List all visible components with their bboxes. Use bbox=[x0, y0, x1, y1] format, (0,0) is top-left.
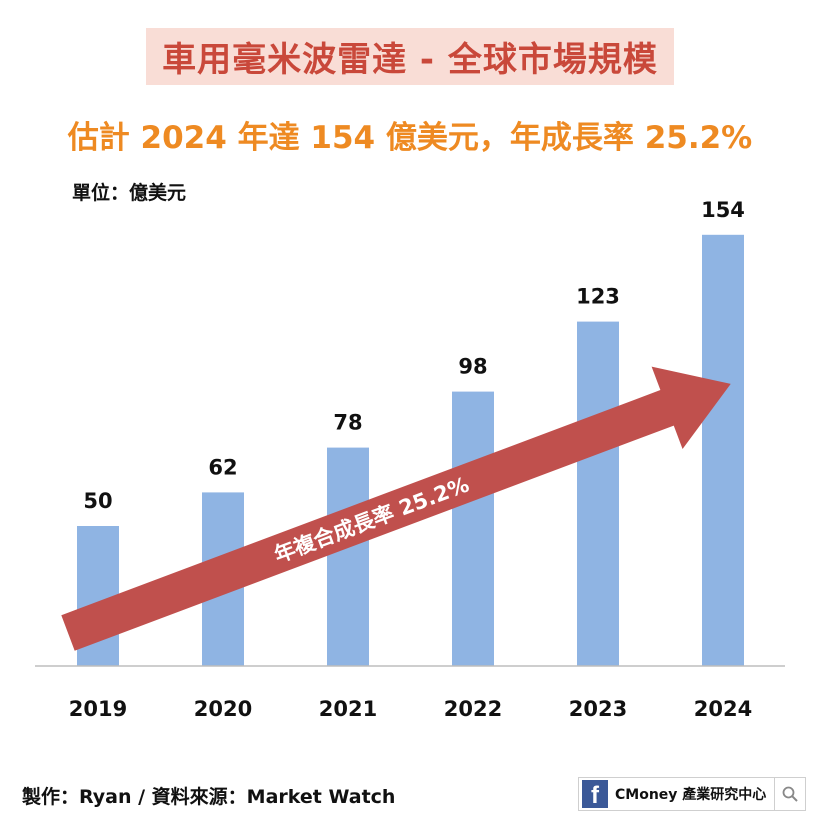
growth-annotation: 年複合成長率 25.2% bbox=[271, 472, 472, 567]
chart-subtitle: 估計 2024 年達 154 億美元，年成長率 25.2% bbox=[67, 120, 753, 156]
x-tick-label-2020: 2020 bbox=[194, 697, 252, 721]
x-tick-label-2021: 2021 bbox=[319, 697, 377, 721]
data-label-2024: 154 bbox=[701, 198, 745, 222]
bar-2021 bbox=[327, 447, 369, 666]
brand-name: CMoney 產業研究中心 bbox=[615, 787, 767, 803]
x-tick-label-2019: 2019 bbox=[69, 697, 127, 721]
bar-chart: 50 2019 62 2020 78 2021 98 2022 123 2023 154 2024 年複… bbox=[35, 198, 785, 721]
footer-credit: 製作：Ryan / 資料來源：Market Watch bbox=[22, 786, 396, 808]
x-tick-label-2024: 2024 bbox=[694, 697, 752, 721]
x-tick-label-2022: 2022 bbox=[444, 697, 502, 721]
bar-2022 bbox=[452, 391, 494, 666]
x-tick-label-2023: 2023 bbox=[569, 697, 627, 721]
data-label-2019: 50 bbox=[83, 489, 112, 513]
data-label-2020: 62 bbox=[208, 455, 237, 479]
growth-arrow: 年複合成長率 25.2% bbox=[61, 366, 731, 651]
unit-label: 單位：億美元 bbox=[72, 182, 187, 204]
brand-badge[interactable]: f CMoney 產業研究中心 bbox=[578, 777, 806, 811]
facebook-icon: f bbox=[582, 780, 608, 808]
chart-title: 車用毫米波雷達 - 全球市場規模 bbox=[146, 28, 674, 85]
search-icon[interactable] bbox=[774, 778, 805, 810]
bar-2024 bbox=[702, 234, 744, 667]
data-label-2021: 78 bbox=[333, 411, 362, 435]
growth-arrow-shape bbox=[61, 366, 731, 651]
data-label-2023: 123 bbox=[576, 285, 620, 309]
data-label-2022: 98 bbox=[458, 355, 487, 379]
title-wrap: 車用毫米波雷達 - 全球市場規模 bbox=[0, 28, 820, 85]
bar-2023 bbox=[577, 321, 619, 666]
